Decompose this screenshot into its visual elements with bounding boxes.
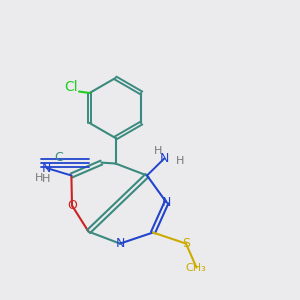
Text: H: H bbox=[42, 173, 51, 184]
Text: N: N bbox=[162, 196, 171, 209]
Text: C: C bbox=[54, 151, 63, 164]
Text: H: H bbox=[35, 172, 43, 183]
Text: S: S bbox=[182, 237, 190, 250]
Text: N: N bbox=[115, 237, 125, 250]
Text: Cl: Cl bbox=[65, 80, 78, 94]
Text: H: H bbox=[154, 146, 163, 156]
Text: N: N bbox=[160, 152, 169, 165]
Text: H: H bbox=[176, 156, 184, 167]
Text: CH₃: CH₃ bbox=[185, 262, 206, 273]
Text: N: N bbox=[42, 161, 51, 175]
Text: O: O bbox=[67, 199, 77, 212]
